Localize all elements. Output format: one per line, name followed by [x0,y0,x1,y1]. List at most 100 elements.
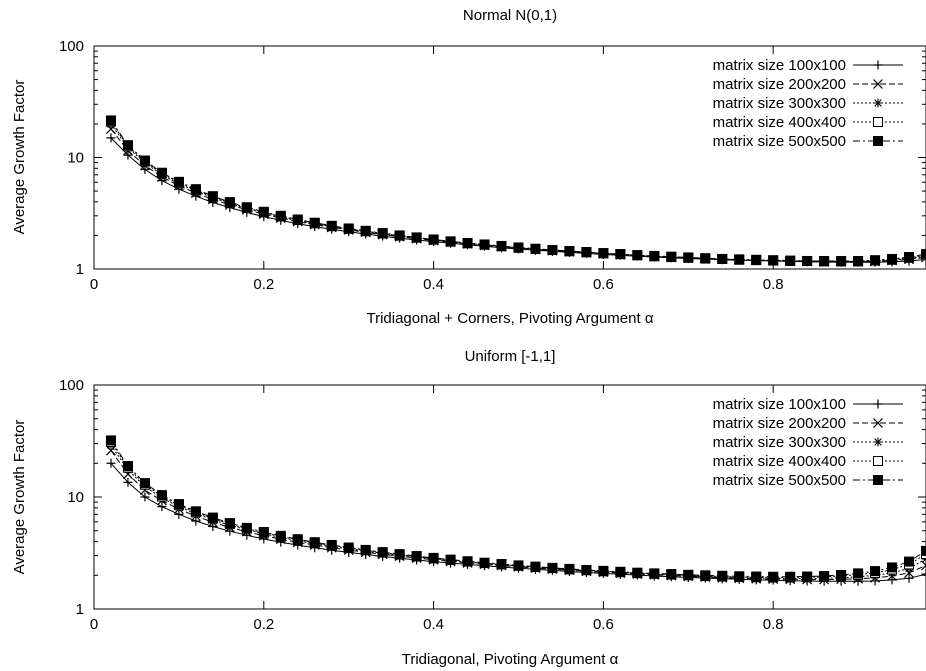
legend-label: matrix size 500x500 [713,133,846,150]
data-point [122,461,133,472]
data-point [904,556,915,567]
data-point [649,568,660,579]
data-point [394,549,405,560]
data-point [258,206,269,217]
data-point [105,435,116,446]
data-point [632,250,643,261]
data-point [615,249,626,260]
data-point [106,458,116,468]
data-point [700,253,711,264]
data-point [887,562,898,573]
legend-marker [873,136,883,146]
chart-2-y-axis-label: Average Growth Factor [11,420,28,575]
data-point [174,509,184,519]
data-point [173,499,184,510]
legend-label: matrix size 400x400 [713,453,846,470]
data-point [479,239,490,250]
data-point [785,255,796,266]
data-point [275,530,286,541]
data-point [870,566,881,577]
data-point [139,478,150,489]
data-point [751,571,762,582]
data-point [598,248,609,259]
legend-marker [873,60,883,70]
data-point [479,557,490,568]
data-point [853,568,864,579]
legend-label: matrix size 300x300 [713,95,846,112]
data-point [462,556,473,567]
data-point [173,176,184,187]
data-point [768,255,779,266]
data-point [445,236,456,247]
data-point [547,245,558,256]
x-tick-label: 0.4 [423,616,444,633]
data-point [106,133,116,143]
chart-2-ticks [93,384,926,610]
data-point [921,249,926,260]
data-point [156,490,167,501]
chart-2-title: Uniform [-1,1] [465,348,556,365]
data-point [123,477,133,487]
data-point [241,202,252,213]
chart-panel-2: Uniform [-1,1] 0 0.2 0.4 0.6 0.8 1 10 100 Tridi… [11,348,926,668]
data-point [326,220,337,231]
data-point [207,512,218,523]
data-point [921,560,926,571]
chart-2-legend: matrix size 100x100 matrix size 200x200 ma… [713,396,903,489]
data-point [581,564,592,575]
x-tick-label: 0 [90,276,98,293]
data-point [904,573,914,583]
data-point [309,537,320,548]
data-point [802,571,813,582]
data-point [734,571,745,582]
x-tick-label: 0.6 [593,276,614,293]
data-point [887,253,898,264]
legend-label: matrix size 300x300 [713,434,846,451]
data-point [530,243,541,254]
data-point [241,522,252,533]
data-point [377,228,388,239]
chart-1-legend: matrix size 100x100 matrix size 200x200 ma… [713,57,903,150]
data-point [921,545,926,556]
data-point [649,250,660,261]
data-point [700,570,711,581]
data-point [190,506,201,517]
data-point [292,534,303,545]
chart-2-series-group [105,435,926,586]
legend-label: matrix size 500x500 [713,472,846,489]
x-tick-label: 0 [90,616,98,633]
data-point [870,255,881,266]
data-point [530,561,541,572]
data-point [275,210,286,221]
data-point [360,225,371,236]
y-tick-label: 100 [59,377,84,394]
data-point [462,238,473,249]
data-point [224,197,235,208]
data-point [632,567,643,578]
data-point [445,554,456,565]
data-point [717,570,728,581]
chart-1-y-axis-label: Average Growth Factor [11,80,28,235]
data-point [343,542,354,553]
data-point [751,254,762,265]
data-point [802,255,813,266]
data-point [496,559,507,570]
data-point [157,502,167,512]
legend-marker [873,418,883,428]
data-point [496,240,507,251]
data-point [836,255,847,266]
data-point [156,167,167,178]
legend-marker [873,437,883,447]
data-point [292,214,303,225]
legend-marker [873,98,883,108]
chart-1-series-group [105,115,926,267]
data-point [377,547,388,558]
series-5 [105,115,926,266]
x-tick-label: 0.8 [763,276,784,293]
chart-1-title: Normal N(0,1) [463,7,557,24]
data-point [428,552,439,563]
data-point [615,566,626,577]
chart-panel-1: Normal N(0,1) 0 0.2 0.4 0.6 0.8 1 10 100 Tridia… [11,7,926,327]
y-tick-label: 10 [67,489,84,506]
data-point [224,518,235,529]
